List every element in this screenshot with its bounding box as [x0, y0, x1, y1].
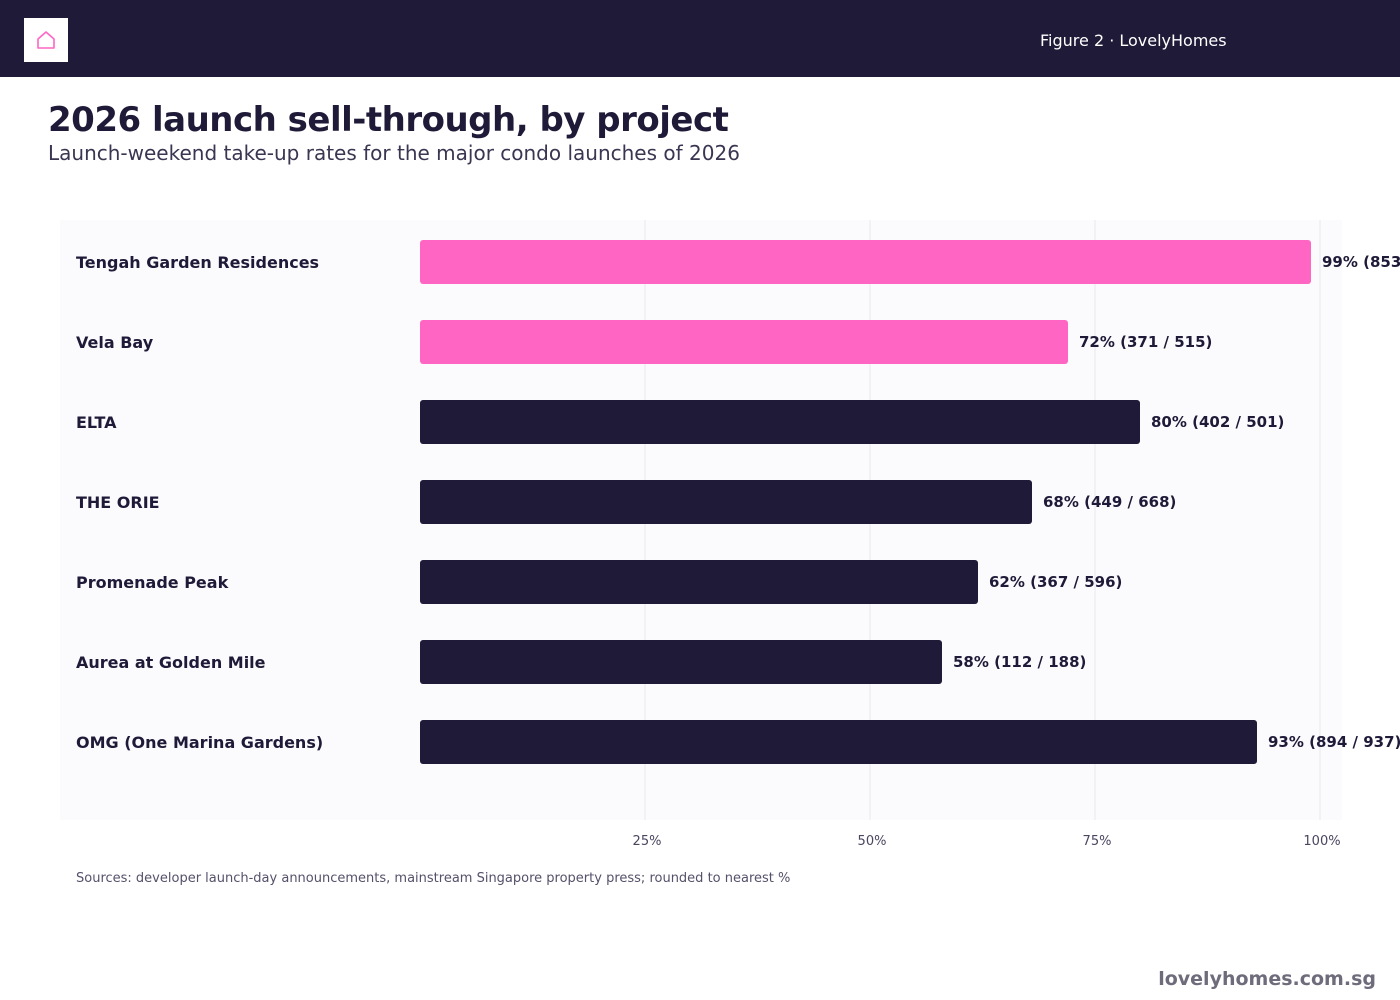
x-tick-label: 75% [1083, 834, 1112, 849]
value-label: 62% (367 / 596) [989, 573, 1122, 591]
x-tick-label: 100% [1303, 834, 1340, 849]
category-label: Tengah Garden Residences [76, 253, 319, 272]
bar[interactable] [420, 480, 1032, 524]
value-label: 72% (371 / 515) [1079, 333, 1212, 351]
x-tick-label: 50% [858, 834, 887, 849]
bar[interactable] [420, 720, 1257, 764]
x-tick-label: 25% [633, 834, 662, 849]
bar[interactable] [420, 400, 1140, 444]
category-label: Aurea at Golden Mile [76, 653, 266, 672]
source-note: Sources: developer launch-day announceme… [76, 871, 791, 886]
labels: Tengah Garden Residences 99% (853 Vela Bay… [76, 253, 1400, 752]
category-label: Promenade Peak [76, 573, 229, 592]
x-axis-ticks: 25% 50% 75% 100% [633, 834, 1341, 849]
footer-brand[interactable]: lovelyhomes.com.sg [1158, 968, 1376, 990]
value-label: 93% (894 / 937) [1268, 733, 1400, 751]
bars [420, 240, 1311, 764]
bar[interactable] [420, 320, 1068, 364]
bar[interactable] [420, 640, 942, 684]
value-label: 80% (402 / 501) [1151, 413, 1284, 431]
category-label: ELTA [76, 413, 117, 432]
category-label: Vela Bay [76, 333, 154, 352]
logo[interactable] [24, 18, 68, 62]
value-label: 99% (853 [1322, 253, 1400, 271]
value-label: 68% (449 / 668) [1043, 493, 1176, 511]
bar[interactable] [420, 560, 978, 604]
value-label: 58% (112 / 188) [953, 653, 1086, 671]
bar[interactable] [420, 240, 1311, 284]
category-label: OMG (One Marina Gardens) [76, 733, 323, 752]
chart-title: 2026 launch sell-through, by project [48, 100, 729, 140]
category-label: THE ORIE [76, 493, 160, 512]
top-bar: Figure 2 · LovelyHomes [0, 0, 1400, 77]
figure-label: Figure 2 · LovelyHomes [1040, 31, 1227, 50]
chart-subtitle: Launch-weekend take-up rates for the maj… [48, 141, 740, 165]
home-icon [37, 31, 55, 49]
